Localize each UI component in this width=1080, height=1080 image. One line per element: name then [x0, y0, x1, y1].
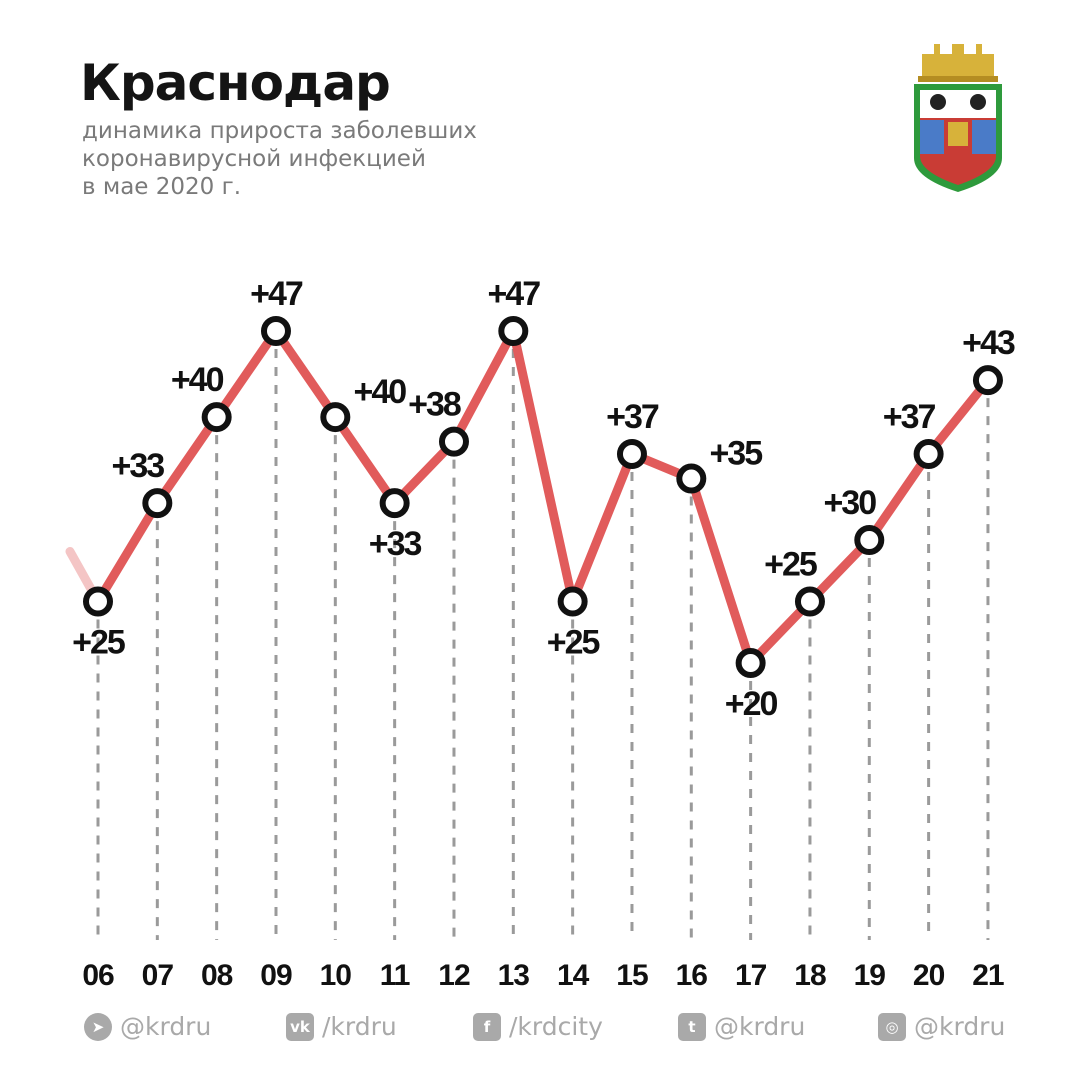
telegram-icon: ➤: [84, 1012, 112, 1041]
data-label: +35: [709, 435, 762, 473]
x-tick-label: 16: [676, 959, 708, 992]
crown-icon: [918, 44, 998, 82]
data-label: +25: [547, 624, 600, 662]
subtitle-line: динамика прироста заболевших: [82, 118, 477, 144]
series-line: [93, 326, 993, 668]
x-tick-label: 08: [201, 959, 233, 992]
social-vk[interactable]: vk /krdru: [286, 1012, 397, 1041]
x-tick-label: 15: [616, 959, 648, 992]
social-handle: @krdru: [714, 1012, 806, 1041]
data-label: +43: [962, 324, 1015, 362]
x-tick-label: 21: [972, 959, 1004, 992]
x-tick-label: 06: [82, 959, 114, 992]
data-point: [438, 426, 469, 457]
footer-socials: ➤ @krdru vk /krdru f /krdcity t @krdru ◎…: [0, 1012, 1080, 1052]
data-point: [260, 316, 291, 346]
x-tick-label: 20: [913, 959, 945, 992]
data-point: [379, 488, 410, 519]
social-handle: /krdcity: [509, 1012, 603, 1041]
twitter-icon: t: [678, 1012, 706, 1041]
page-title: Краснодар: [80, 54, 391, 112]
data-point: [320, 402, 351, 433]
data-label: +33: [111, 447, 164, 485]
social-facebook[interactable]: f /krdcity: [473, 1012, 603, 1041]
data-label: +37: [606, 398, 659, 436]
subtitle-line: коронавирусной инфекцией: [82, 146, 426, 172]
data-point: [498, 316, 529, 346]
x-tick-label: 07: [142, 959, 174, 992]
data-point: [913, 438, 944, 469]
data-point: [557, 586, 588, 617]
x-tick-label: 09: [260, 959, 292, 992]
x-tick-label: 13: [498, 959, 530, 992]
x-tick-label: 10: [320, 959, 352, 992]
social-twitter[interactable]: t @krdru: [678, 1012, 805, 1041]
data-point: [676, 463, 707, 494]
vk-icon: vk: [286, 1012, 314, 1041]
social-instagram[interactable]: ◎ @krdru: [878, 1012, 1005, 1041]
data-label: +38: [408, 386, 461, 424]
data-label: +40: [171, 361, 224, 399]
data-point: [83, 586, 113, 617]
data-point: [854, 525, 885, 556]
x-tick-label: 12: [438, 959, 470, 992]
x-tick-label: 18: [794, 959, 826, 992]
chart-subtitle: динамика прироста заболевших коронавирус…: [82, 117, 602, 201]
data-point: [794, 586, 825, 617]
data-point: [616, 438, 647, 469]
x-tick-label: 19: [854, 959, 886, 992]
data-point: [201, 402, 232, 433]
data-label: +30: [823, 484, 876, 522]
data-point: [972, 365, 1003, 396]
coat-of-arms-icon: [914, 44, 1002, 192]
subtitle-line: в мае 2020 г.: [82, 174, 242, 200]
social-handle: @krdru: [120, 1012, 212, 1041]
facebook-icon: f: [473, 1012, 501, 1041]
social-handle: /krdru: [322, 1012, 397, 1041]
data-label: +47: [487, 275, 540, 313]
instagram-icon: ◎: [878, 1012, 906, 1041]
data-label: +20: [725, 685, 778, 723]
data-label: +37: [883, 398, 936, 436]
social-telegram[interactable]: ➤ @krdru: [84, 1012, 211, 1041]
x-tick-label: 11: [380, 959, 410, 992]
data-point: [735, 648, 766, 678]
x-tick-label: 17: [735, 959, 767, 992]
social-handle: @krdru: [914, 1012, 1006, 1041]
data-label: +33: [369, 525, 422, 563]
data-label: +40: [353, 373, 406, 411]
data-label: +25: [764, 546, 817, 584]
data-label: +25: [72, 624, 125, 662]
data-point: [142, 488, 173, 519]
data-label: +47: [250, 275, 303, 313]
x-tick-label: 14: [557, 959, 590, 992]
